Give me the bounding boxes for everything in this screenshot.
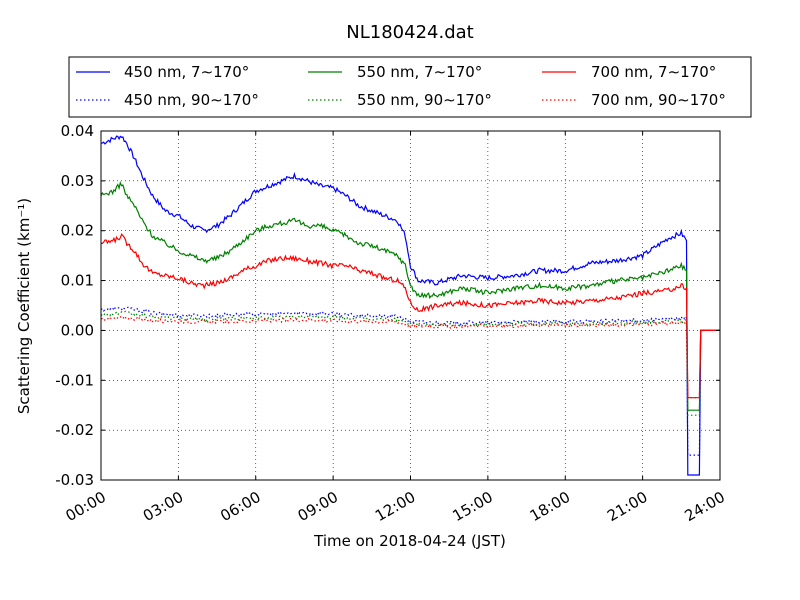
legend-frame xyxy=(68,56,752,118)
x-tick-label: 00:00 xyxy=(63,488,109,525)
x-tick-label: 09:00 xyxy=(295,488,341,525)
series-line xyxy=(100,310,720,416)
y-tick-label: -0.03 xyxy=(55,471,94,489)
y-tick-label: 0.01 xyxy=(61,272,94,290)
y-tick-label: 0.00 xyxy=(61,321,94,339)
x-tick-label: 15:00 xyxy=(449,488,495,525)
x-tick-label: 06:00 xyxy=(217,488,263,525)
y-tick-label: -0.02 xyxy=(55,421,94,439)
legend-label: 700 nm, 90∼170° xyxy=(591,91,726,109)
series-line xyxy=(100,306,720,456)
y-tick-label: -0.01 xyxy=(55,371,94,389)
x-tick-label: 21:00 xyxy=(604,488,650,525)
grid-lines xyxy=(101,131,720,480)
legend-label: 450 nm, 90∼170° xyxy=(124,91,259,109)
x-tick-label: 24:00 xyxy=(682,488,728,525)
chart-title: NL180424.dat xyxy=(346,22,473,43)
y-tick-label: 0.04 xyxy=(61,122,94,140)
x-tick-label: 03:00 xyxy=(140,488,186,525)
x-axis-label: Time on 2018-04-24 (JST) xyxy=(313,532,506,550)
y-tick-label: 0.02 xyxy=(61,222,94,240)
y-axis-label: Scattering Coefficient (km⁻¹) xyxy=(15,198,33,414)
legend-label: 700 nm, 7∼170° xyxy=(591,63,716,81)
x-tick-label: 18:00 xyxy=(527,488,573,525)
series-line xyxy=(100,315,720,399)
series-line xyxy=(100,180,720,411)
x-tick-label: 12:00 xyxy=(372,488,418,525)
legend-label: 550 nm, 90∼170° xyxy=(357,91,492,109)
y-tick-label: 0.03 xyxy=(61,172,94,190)
series-line xyxy=(100,135,720,476)
series-line xyxy=(100,233,720,399)
legend-label: 450 nm, 7∼170° xyxy=(124,63,249,81)
legend-label: 550 nm, 7∼170° xyxy=(357,63,482,81)
series-layer xyxy=(100,135,720,476)
legend: 450 nm, 7∼170° 550 nm, 7∼170° 700 nm, 7∼17… xyxy=(68,56,752,118)
